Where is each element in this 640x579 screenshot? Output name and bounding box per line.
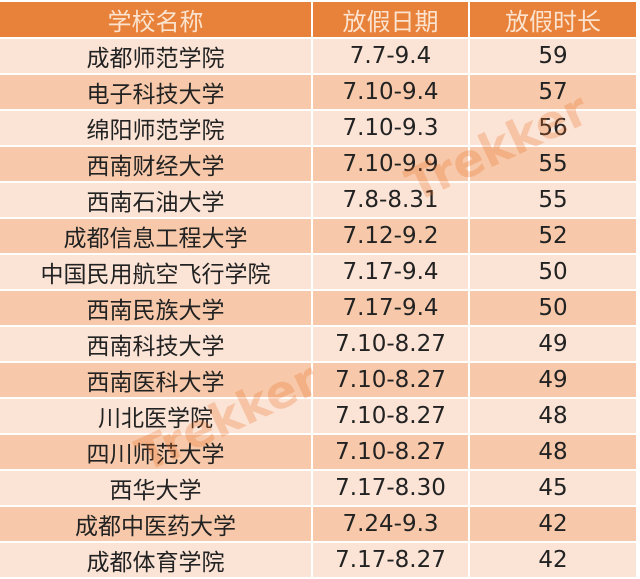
vacation-length-cell: 42	[470, 543, 636, 577]
vacation-length-cell: 55	[470, 147, 636, 181]
school-name-cell: 绵阳师范学院	[0, 111, 311, 145]
school-name-cell: 西南财经大学	[0, 147, 311, 181]
table-row: 成都中医药大学 7.24-9.3 42	[0, 507, 636, 541]
school-name-cell: 成都信息工程大学	[0, 219, 311, 253]
school-name-cell: 西南民族大学	[0, 291, 311, 325]
school-name-cell: 成都中医药大学	[0, 507, 311, 541]
table-row: 西南财经大学 7.10-9.9 55	[0, 147, 636, 181]
vacation-dates-cell: 7.10-9.4	[313, 75, 468, 109]
vacation-length-cell: 50	[470, 255, 636, 289]
vacation-dates-cell: 7.7-9.4	[313, 39, 468, 73]
table-row: 成都体育学院 7.17-8.27 42	[0, 543, 636, 577]
header-vacation-dates: 放假日期	[313, 2, 468, 37]
vacation-dates-cell: 7.10-9.9	[313, 147, 468, 181]
school-name-cell: 中国民用航空飞行学院	[0, 255, 311, 289]
vacation-length-cell: 49	[470, 327, 636, 361]
vacation-length-cell: 48	[470, 435, 636, 469]
table-row: 中国民用航空飞行学院 7.17-9.4 50	[0, 255, 636, 289]
school-name-cell: 西华大学	[0, 471, 311, 505]
table-row: 成都信息工程大学 7.12-9.2 52	[0, 219, 636, 253]
vacation-length-cell: 55	[470, 183, 636, 217]
vacation-length-cell: 59	[470, 39, 636, 73]
vacation-dates-cell: 7.8-8.31	[313, 183, 468, 217]
table-row: 川北医学院 7.10-8.27 48	[0, 399, 636, 433]
table-row: 四川师范大学 7.10-8.27 48	[0, 435, 636, 469]
vacation-dates-cell: 7.10-9.3	[313, 111, 468, 145]
table-row: 西华大学 7.17-8.30 45	[0, 471, 636, 505]
vacation-dates-cell: 7.17-8.30	[313, 471, 468, 505]
school-name-cell: 电子科技大学	[0, 75, 311, 109]
vacation-length-cell: 52	[470, 219, 636, 253]
table-row: 西南民族大学 7.17-9.4 50	[0, 291, 636, 325]
vacation-dates-cell: 7.10-8.27	[313, 435, 468, 469]
vacation-dates-cell: 7.24-9.3	[313, 507, 468, 541]
table-row: 绵阳师范学院 7.10-9.3 56	[0, 111, 636, 145]
table-row: 西南医科大学 7.10-8.27 49	[0, 363, 636, 397]
school-name-cell: 西南石油大学	[0, 183, 311, 217]
vacation-length-cell: 49	[470, 363, 636, 397]
vacation-length-cell: 50	[470, 291, 636, 325]
vacation-dates-cell: 7.12-9.2	[313, 219, 468, 253]
vacation-dates-cell: 7.10-8.27	[313, 363, 468, 397]
vacation-dates-cell: 7.10-8.27	[313, 399, 468, 433]
school-name-cell: 西南医科大学	[0, 363, 311, 397]
school-name-cell: 四川师范大学	[0, 435, 311, 469]
school-name-cell: 成都师范学院	[0, 39, 311, 73]
vacation-dates-cell: 7.17-9.4	[313, 255, 468, 289]
school-name-cell: 成都体育学院	[0, 543, 311, 577]
table-row: 西南科技大学 7.10-8.27 49	[0, 327, 636, 361]
table-row: 西南石油大学 7.8-8.31 55	[0, 183, 636, 217]
vacation-length-cell: 45	[470, 471, 636, 505]
table-row: 电子科技大学 7.10-9.4 57	[0, 75, 636, 109]
header-school-name: 学校名称	[0, 2, 311, 37]
vacation-length-cell: 57	[470, 75, 636, 109]
vacation-dates-cell: 7.17-9.4	[313, 291, 468, 325]
school-name-cell: 川北医学院	[0, 399, 311, 433]
vacation-dates-cell: 7.10-8.27	[313, 327, 468, 361]
vacation-dates-cell: 7.17-8.27	[313, 543, 468, 577]
table-row: 成都师范学院 7.7-9.4 59	[0, 39, 636, 73]
school-name-cell: 西南科技大学	[0, 327, 311, 361]
vacation-length-cell: 42	[470, 507, 636, 541]
header-vacation-length: 放假时长	[470, 2, 636, 37]
header-row: 学校名称 放假日期 放假时长	[0, 2, 636, 37]
vacation-length-cell: 56	[470, 111, 636, 145]
vacation-length-cell: 48	[470, 399, 636, 433]
